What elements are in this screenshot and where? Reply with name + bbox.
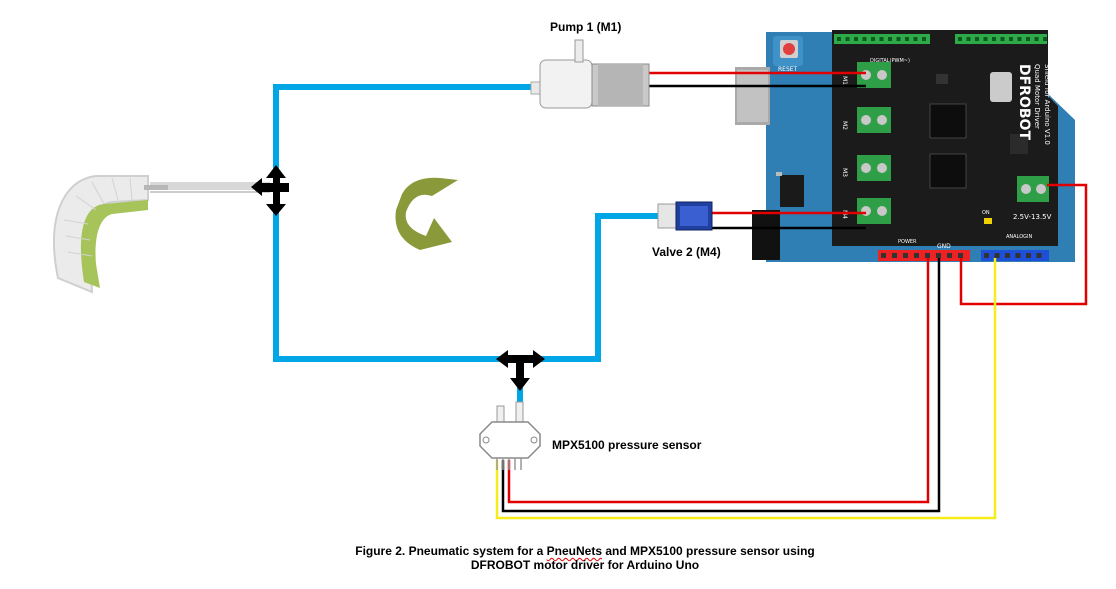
- m2-label: M2: [841, 121, 848, 130]
- header-pin: [947, 253, 952, 258]
- valve-label: Valve 2 (M4): [652, 245, 721, 259]
- flow-arrow-icon: [395, 177, 458, 250]
- t-connector-bottom: [496, 350, 545, 391]
- header-pin: [1026, 253, 1031, 258]
- header-pin: [1026, 37, 1030, 41]
- pressure-sensor-icon: [479, 401, 541, 470]
- header-pin: [1043, 37, 1047, 41]
- header-pin: [913, 37, 918, 41]
- t-connector-top: [251, 165, 289, 216]
- board-brand: DFROBOT: [1016, 64, 1032, 140]
- power-header: [878, 250, 970, 261]
- pump-icon: [530, 39, 650, 109]
- wire-sensor-black: [501, 258, 941, 513]
- wires: [495, 71, 1088, 520]
- header-pin: [1017, 37, 1022, 41]
- header-pin: [854, 37, 858, 41]
- header-pin: [1036, 253, 1042, 258]
- header-pin: [879, 37, 884, 41]
- motor-driver-shield: DIGITAL(PWM~) M1 M2 M3 M4 2.5V-13.5V ON …: [832, 30, 1058, 261]
- header-pin: [896, 37, 901, 41]
- header-pin: [881, 253, 886, 258]
- sensor-label: MPX5100 pressure sensor: [552, 438, 702, 452]
- header-pin: [922, 37, 926, 41]
- reset-label: RESET: [778, 66, 798, 73]
- terminal-m3: [857, 155, 891, 181]
- terminal-m4: [857, 198, 891, 224]
- header-pin: [1009, 37, 1013, 41]
- header-pin: [837, 37, 841, 41]
- valve-icon: [657, 201, 713, 231]
- header-pin: [1005, 253, 1010, 258]
- gnd-label: GND: [937, 243, 951, 250]
- header-pin: [984, 253, 989, 258]
- voltage-label: 2.5V-13.5V: [1013, 213, 1052, 221]
- header-pin: [862, 37, 867, 41]
- header-pin: [888, 37, 892, 41]
- board-name-2: Shield for Arduino V1.0: [1043, 64, 1051, 145]
- m4-label: M4: [841, 210, 848, 219]
- driver-chip-2: [929, 153, 967, 189]
- tube-valve: [520, 213, 662, 362]
- wire-power-red: [959, 183, 1088, 306]
- header-pin: [925, 253, 930, 258]
- analog-label: ANALOGIN: [1006, 234, 1032, 240]
- header-pin: [983, 37, 988, 41]
- header-pin: [905, 37, 909, 41]
- wire-sensor-red: [507, 258, 930, 504]
- header-pin: [992, 37, 996, 41]
- caption-line-1-pre: Figure 2. Pneumatic system for a: [355, 544, 547, 558]
- tube-main-loop: [273, 84, 537, 362]
- power-label: POWER: [898, 239, 917, 245]
- header-pin: [1000, 37, 1005, 41]
- header-pin: [914, 253, 919, 258]
- driver-chip-1: [929, 103, 967, 139]
- caption-line-2: DFROBOT motor driver for Arduino Uno: [470, 558, 700, 572]
- header-pin: [1015, 253, 1021, 258]
- analog-header: [981, 250, 1049, 261]
- header-pin: [958, 37, 962, 41]
- on-label: ON: [982, 210, 990, 216]
- caption-line-1-post: and MPX5100 pressure sensor using: [602, 544, 815, 558]
- header-pin: [994, 253, 1000, 258]
- robot-logo: [990, 72, 1012, 102]
- header-pin: [871, 37, 875, 41]
- terminal-m2: [857, 107, 891, 133]
- header-pin: [936, 253, 941, 258]
- header-pin: [892, 253, 897, 258]
- tubing: [273, 84, 662, 410]
- pump-label: Pump 1 (M1): [550, 20, 622, 34]
- wire-sensor-yellow: [495, 258, 997, 520]
- caption-pneunets: PneuNets: [546, 544, 602, 558]
- header-pin: [903, 253, 908, 258]
- figure-caption: Figure 2. Pneumatic system for a PneuNet…: [300, 544, 870, 572]
- power-terminal: [1017, 176, 1049, 202]
- terminal-m1: [857, 62, 891, 88]
- m3-label: M3: [841, 168, 848, 177]
- digital-label: DIGITAL(PWM~): [870, 58, 910, 64]
- header-pin: [958, 253, 963, 258]
- caption-line-1: Figure 2. Pneumatic system for a PneuNet…: [300, 544, 870, 558]
- header-pin: [975, 37, 979, 41]
- header-pin: [966, 37, 971, 41]
- m1-label: M1: [841, 76, 848, 85]
- header-pin: [1034, 37, 1039, 41]
- soft-actuator-icon: [53, 175, 168, 294]
- board-name-1: Quad Motor Driver: [1033, 64, 1041, 129]
- header-pin: [845, 37, 850, 41]
